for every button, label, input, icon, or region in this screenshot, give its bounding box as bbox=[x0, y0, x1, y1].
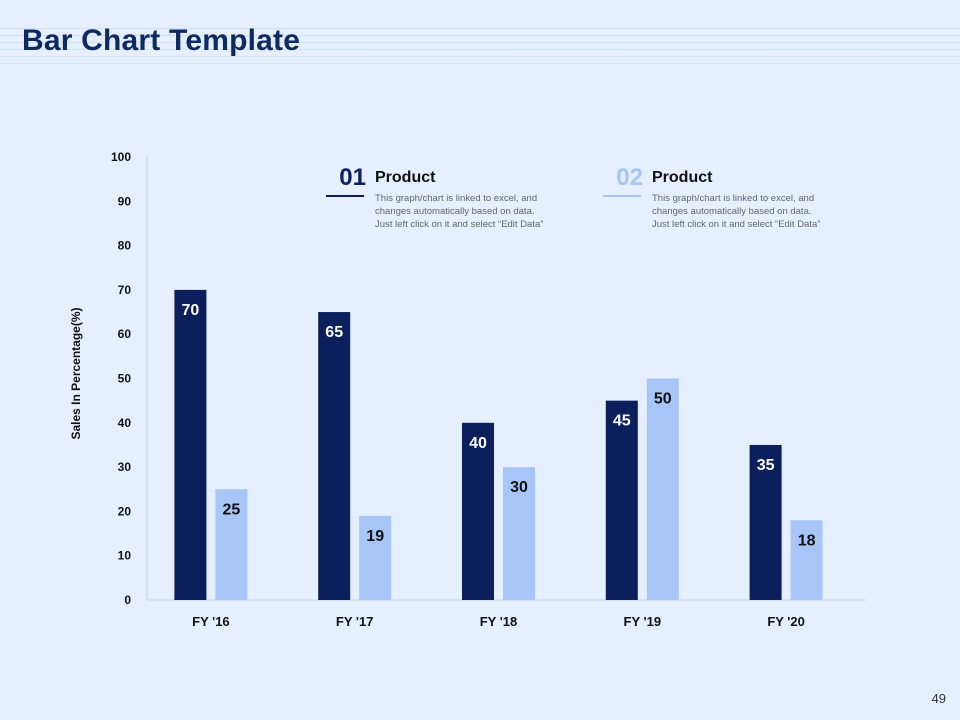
y-tick-label: 50 bbox=[118, 372, 132, 386]
y-tick-label: 70 bbox=[118, 283, 132, 297]
data-label: 70 bbox=[182, 302, 200, 319]
legend-description-line: This graph/chart is linked to excel, and bbox=[375, 193, 538, 204]
data-label: 50 bbox=[654, 391, 672, 408]
legend-number: 01 bbox=[339, 164, 366, 191]
y-tick-label: 10 bbox=[118, 549, 132, 563]
bar-1-1 bbox=[318, 312, 351, 600]
data-label: 19 bbox=[366, 528, 384, 545]
legend-description-line: Just left click on it and select “Edit D… bbox=[375, 219, 544, 230]
y-tick-label: 100 bbox=[111, 150, 131, 164]
bar-2-1 bbox=[359, 515, 392, 600]
data-label: 45 bbox=[613, 413, 631, 430]
y-tick-label: 60 bbox=[118, 327, 132, 341]
data-label: 18 bbox=[798, 532, 816, 549]
legend-underline bbox=[326, 195, 364, 197]
legend-number: 02 bbox=[616, 164, 643, 191]
legend-description-line: changes automatically based on data. bbox=[652, 206, 812, 217]
bar-1-0 bbox=[174, 289, 207, 600]
title-decoration bbox=[0, 22, 960, 70]
legend-description-line: This graph/chart is linked to excel, and bbox=[652, 193, 815, 204]
x-tick-label: FY '20 bbox=[767, 614, 805, 629]
legend-description: This graph/chart is linked to excel, and… bbox=[652, 192, 862, 231]
legend-description-line: Just left click on it and select “Edit D… bbox=[652, 219, 821, 230]
data-label: 30 bbox=[510, 479, 528, 496]
bar-1-3 bbox=[605, 400, 638, 600]
bar-1-2 bbox=[462, 422, 494, 600]
page-number: 49 bbox=[931, 691, 946, 706]
y-axis-title: Sales In Percentage(%) bbox=[69, 307, 83, 439]
x-tick-label: FY '18 bbox=[480, 614, 518, 629]
data-label: 65 bbox=[325, 324, 343, 341]
data-label: 40 bbox=[469, 435, 487, 452]
y-tick-label: 20 bbox=[118, 504, 132, 518]
y-tick-label: 80 bbox=[118, 239, 132, 253]
y-tick-label: 40 bbox=[118, 416, 132, 430]
x-tick-label: FY '17 bbox=[336, 614, 374, 629]
legend-description: This graph/chart is linked to excel, and… bbox=[375, 192, 585, 231]
data-label: 25 bbox=[223, 501, 241, 518]
legend-title: Product bbox=[652, 169, 713, 186]
x-tick-label: FY '16 bbox=[192, 614, 230, 629]
x-tick-label: FY '19 bbox=[624, 614, 662, 629]
data-label: 35 bbox=[757, 457, 775, 474]
bar-2-0 bbox=[215, 489, 248, 600]
slide-title: Bar Chart Template bbox=[22, 24, 301, 57]
y-tick-label: 90 bbox=[118, 194, 132, 208]
y-tick-label: 30 bbox=[118, 460, 132, 474]
bar-2-4 bbox=[790, 520, 823, 600]
legend-underline bbox=[603, 195, 641, 197]
bar-1-4 bbox=[749, 444, 782, 600]
bar-2-3 bbox=[646, 378, 679, 600]
bar-2-2 bbox=[503, 467, 535, 600]
y-tick-label: 0 bbox=[124, 593, 131, 607]
legend-description-line: changes automatically based on data. bbox=[375, 206, 535, 217]
legend-title: Product bbox=[375, 169, 436, 186]
